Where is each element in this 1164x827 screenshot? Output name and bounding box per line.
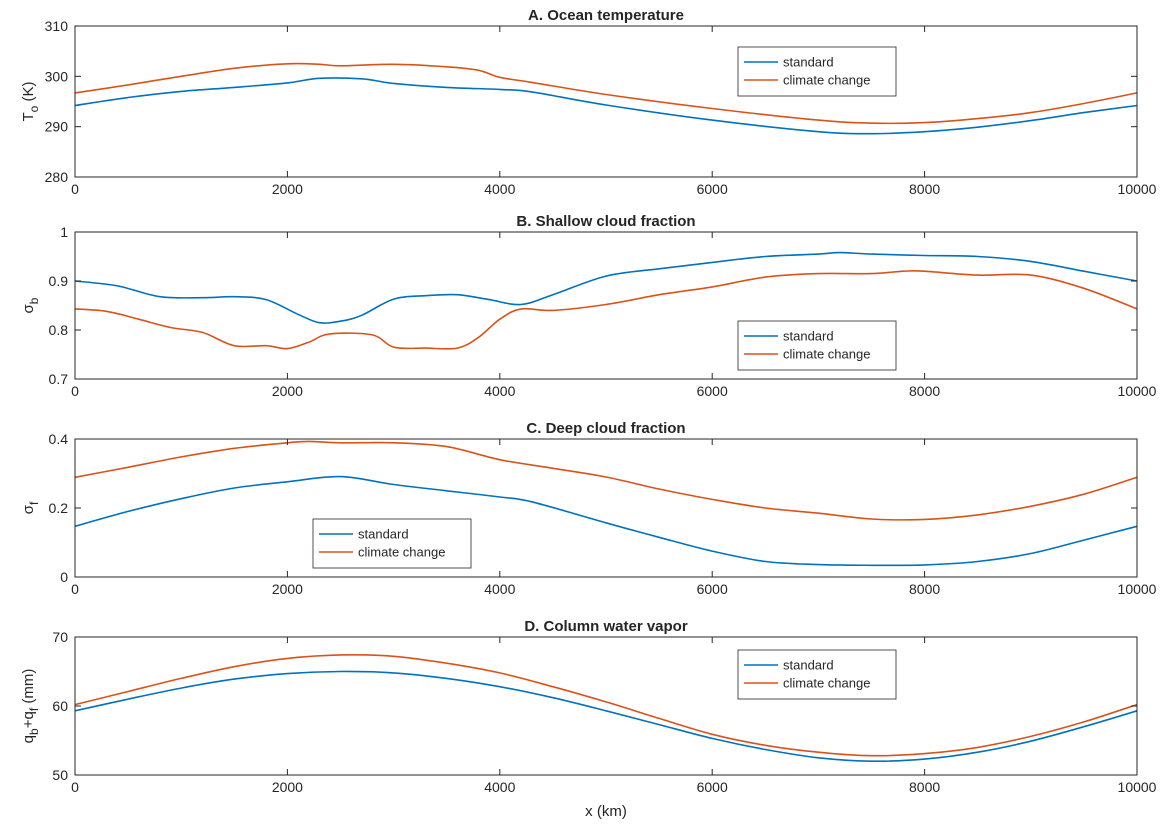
legend-entry: climate change bbox=[358, 545, 445, 560]
x-tick-label: 8000 bbox=[909, 181, 940, 197]
legend-entry: climate change bbox=[783, 676, 870, 691]
y-axis-label: qb+qf (mm) bbox=[20, 669, 41, 744]
y-tick-label: 310 bbox=[45, 18, 69, 34]
series-line-climate-change bbox=[74, 440, 1138, 521]
x-tick-label: 4000 bbox=[484, 181, 515, 197]
y-tick-label: 0.9 bbox=[49, 273, 69, 289]
x-tick-label: 6000 bbox=[697, 181, 728, 197]
legend-entry: standard bbox=[783, 55, 834, 70]
series-line-standard bbox=[74, 670, 1138, 763]
axes-frame bbox=[74, 636, 1138, 776]
legend-entry: standard bbox=[358, 527, 409, 542]
y-axis-label: To (K) bbox=[20, 81, 41, 121]
panel-title: C. Deep cloud fraction bbox=[526, 420, 685, 437]
y-tick-label: 280 bbox=[45, 169, 69, 185]
legend-box bbox=[312, 518, 472, 569]
legend: standard climate change bbox=[737, 320, 897, 371]
x-tick-label: 2000 bbox=[272, 181, 303, 197]
series-line-climate-change bbox=[74, 269, 1138, 350]
x-tick-label: 6000 bbox=[697, 581, 728, 597]
legend: standard climate change bbox=[737, 649, 897, 700]
panel-title: D. Column water vapor bbox=[524, 618, 688, 635]
y-tick-label: 300 bbox=[45, 68, 69, 84]
legend-entry: standard bbox=[783, 658, 834, 673]
x-tick-label: 4000 bbox=[484, 581, 515, 597]
x-tick-label: 8000 bbox=[909, 779, 940, 795]
x-axis-label: x (km) bbox=[585, 803, 627, 820]
panel-2: B. Shallow cloud fraction 0 2000 4000 6000 80… bbox=[20, 213, 1157, 399]
y-tick-label: 0.4 bbox=[49, 431, 69, 447]
x-tick-label: 10000 bbox=[1118, 779, 1157, 795]
x-tick-label: 2000 bbox=[272, 383, 303, 399]
series-line-standard bbox=[74, 251, 1138, 324]
panel-title: B. Shallow cloud fraction bbox=[516, 213, 695, 230]
legend-entry: climate change bbox=[783, 347, 870, 362]
y-tick-label: 1 bbox=[60, 224, 68, 240]
x-tick-label: 10000 bbox=[1118, 181, 1157, 197]
y-tick-label: 60 bbox=[52, 698, 68, 714]
axes-frame bbox=[74, 438, 1138, 578]
x-tick-label: 6000 bbox=[697, 779, 728, 795]
x-tick-label: 10000 bbox=[1118, 383, 1157, 399]
panel-1: A. Ocean temperature 0 2000 4000 6000 8000 100… bbox=[20, 7, 1157, 197]
legend-box bbox=[737, 320, 897, 371]
x-tick-label: 4000 bbox=[484, 383, 515, 399]
x-tick-label: 10000 bbox=[1118, 581, 1157, 597]
y-tick-label: 70 bbox=[52, 629, 68, 645]
x-tick-label: 0 bbox=[71, 383, 79, 399]
x-tick-label: 8000 bbox=[909, 383, 940, 399]
axes-frame bbox=[74, 25, 1138, 178]
y-tick-label: 0 bbox=[60, 569, 68, 585]
x-tick-label: 2000 bbox=[272, 779, 303, 795]
panel-4: D. Column water vapor 0 2000 4000 6000 8000 10… bbox=[20, 618, 1157, 795]
y-tick-label: 50 bbox=[52, 767, 68, 783]
axes-frame bbox=[74, 231, 1138, 380]
y-tick-label: 0.7 bbox=[49, 371, 69, 387]
legend: standard climate change bbox=[737, 46, 897, 97]
series-line-standard bbox=[74, 475, 1138, 567]
x-tick-label: 6000 bbox=[697, 383, 728, 399]
legend-entry: climate change bbox=[783, 73, 870, 88]
legend-box bbox=[737, 46, 897, 97]
y-tick-label: 0.8 bbox=[49, 322, 69, 338]
x-tick-label: 4000 bbox=[484, 779, 515, 795]
panel-3: C. Deep cloud fraction 0 2000 4000 6000 8000 1… bbox=[20, 420, 1157, 597]
x-tick-label: 0 bbox=[71, 779, 79, 795]
y-tick-label: 0.2 bbox=[49, 500, 69, 516]
y-tick-label: 290 bbox=[45, 119, 69, 135]
y-axis-label: σb bbox=[20, 297, 41, 313]
series-line-climate-change bbox=[74, 62, 1138, 125]
panel-title: A. Ocean temperature bbox=[528, 7, 684, 24]
x-tick-label: 2000 bbox=[272, 581, 303, 597]
x-tick-label: 0 bbox=[71, 581, 79, 597]
x-tick-label: 8000 bbox=[909, 581, 940, 597]
x-tick-label: 0 bbox=[71, 181, 79, 197]
series-line-climate-change bbox=[74, 653, 1138, 757]
series-line-standard bbox=[74, 77, 1138, 135]
legend-box bbox=[737, 649, 897, 700]
y-axis-label: σf bbox=[20, 501, 41, 514]
legend: standard climate change bbox=[312, 518, 472, 569]
legend-entry: standard bbox=[783, 329, 834, 344]
